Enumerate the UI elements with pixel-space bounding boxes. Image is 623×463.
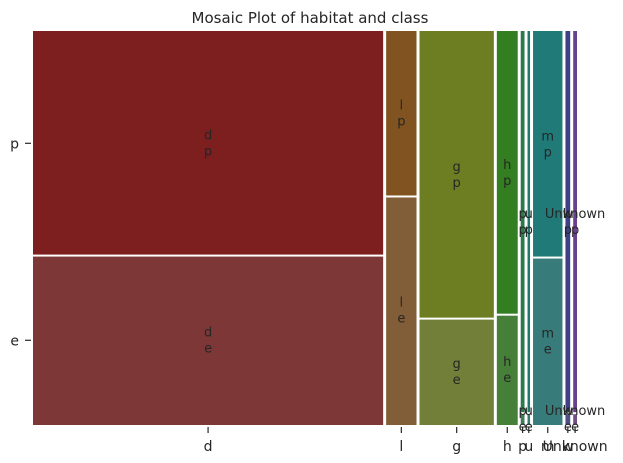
- cell-h-p: [496, 31, 518, 314]
- cell-w-p: [565, 31, 571, 413]
- cell-d-e: [33, 256, 384, 425]
- cell-w-e: [565, 414, 571, 425]
- y-axis: pe: [10, 136, 31, 349]
- cell-l-e: [386, 197, 417, 425]
- cell-m-p: [533, 31, 563, 257]
- cell-Unknown-e: [573, 414, 577, 425]
- cell-p-e: [520, 414, 525, 425]
- y-tick-label: p: [10, 136, 19, 152]
- x-tick-label: d: [204, 439, 213, 455]
- y-tick-label: e: [10, 333, 19, 349]
- cell-u-e: [527, 414, 531, 425]
- label-Unknown-p: Unknown p: [545, 207, 605, 238]
- x-tick-label: p: [518, 439, 527, 455]
- x-tick-label: u: [524, 439, 533, 455]
- x-tick-label: Unknown: [543, 439, 608, 455]
- cell-m-e: [533, 258, 563, 425]
- x-tick-label: l: [399, 439, 403, 455]
- cell-d-p: [33, 31, 384, 255]
- x-tick-label: w: [562, 439, 573, 455]
- cell-h-e: [496, 315, 518, 425]
- cell-l-p: [386, 31, 417, 196]
- x-tick-label: h: [503, 439, 512, 455]
- x-tick-label: g: [452, 439, 461, 455]
- cell-g-p: [419, 31, 494, 318]
- chart-title: Mosaic Plot of habitat and class: [192, 9, 429, 27]
- cell-Unknown-p: [573, 31, 577, 413]
- cell-u-p: [527, 31, 531, 413]
- cell-g-e: [419, 319, 494, 425]
- x-tick-label: m: [541, 439, 555, 455]
- cell-p-p: [520, 31, 525, 413]
- mosaic-cells: [33, 31, 577, 425]
